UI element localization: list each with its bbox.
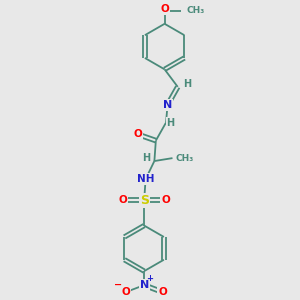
Text: O: O (158, 286, 167, 297)
Text: CH₃: CH₃ (187, 6, 205, 15)
Text: CH₃: CH₃ (176, 154, 194, 163)
Text: O: O (118, 195, 127, 205)
Text: O: O (134, 129, 142, 139)
Text: H: H (183, 79, 191, 89)
Text: H: H (167, 118, 175, 128)
Text: O: O (161, 195, 170, 205)
Text: N: N (163, 100, 172, 110)
Text: S: S (140, 194, 149, 207)
Text: NH: NH (137, 174, 154, 184)
Text: H: H (142, 153, 150, 163)
Text: O: O (160, 4, 169, 14)
Text: −: − (114, 280, 122, 290)
Text: +: + (146, 274, 153, 283)
Text: O: O (122, 286, 130, 297)
Text: N: N (140, 280, 149, 290)
